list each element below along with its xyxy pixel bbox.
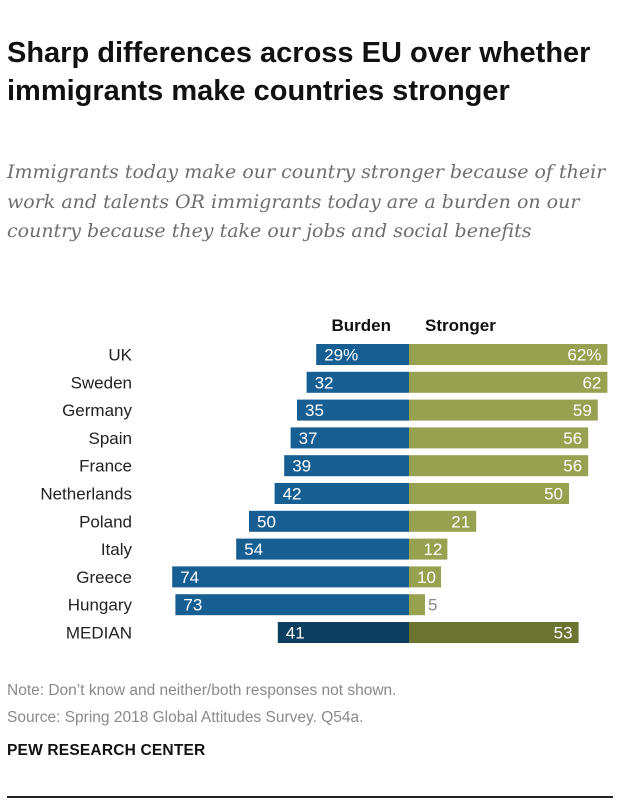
burden-value-label: 29% (324, 346, 358, 365)
stronger-value-label: 10 (417, 568, 436, 587)
stronger-value-label: 59 (573, 401, 592, 420)
burden-bar (175, 594, 409, 616)
category-label: Netherlands (40, 485, 132, 504)
stronger-value-label: 21 (451, 512, 470, 531)
stronger-bar (409, 510, 477, 532)
stronger-bar (409, 371, 608, 393)
burden-bar (249, 510, 409, 532)
burden-bar (297, 399, 409, 421)
category-label: Poland (79, 512, 132, 531)
category-label: Sweden (71, 373, 132, 392)
stronger-value-label: 56 (563, 457, 582, 476)
legend-stronger: Stronger (425, 316, 496, 335)
burden-bar (306, 371, 409, 393)
note-text: Note: Don’t know and neither/both respon… (7, 682, 397, 699)
burden-value-label: 74 (180, 568, 199, 587)
stronger-bar (409, 594, 425, 616)
category-label: Hungary (68, 596, 133, 615)
burden-bar (284, 455, 409, 477)
burden-value-label: 50 (257, 512, 276, 531)
burden-value-label: 37 (299, 429, 318, 448)
stronger-value-label: 62% (567, 346, 601, 365)
stronger-value-label: 50 (544, 485, 563, 504)
category-label: Germany (62, 401, 132, 420)
category-label: Greece (76, 568, 132, 587)
burden-bar (277, 622, 409, 643)
stronger-value-label: 62 (582, 373, 601, 392)
category-label: France (79, 457, 132, 476)
burden-value-label: 32 (315, 373, 334, 392)
stronger-value-label: 56 (563, 429, 582, 448)
burden-value-label: 42 (283, 485, 302, 504)
category-label: UK (108, 346, 132, 365)
bottom-divider (7, 796, 613, 798)
stronger-value-label: 12 (423, 540, 442, 559)
stronger-bar (409, 483, 569, 504)
stronger-value-label: 53 (554, 624, 573, 643)
legend-burden: Burden (332, 316, 392, 335)
burden-value-label: 54 (244, 540, 263, 559)
stronger-bar (409, 538, 448, 560)
category-label: Italy (101, 540, 133, 559)
category-label: MEDIAN (66, 624, 132, 643)
stronger-value-label: 5 (428, 596, 437, 615)
stronger-bar (409, 399, 598, 421)
stronger-bar (409, 344, 608, 365)
stronger-bar (409, 455, 589, 477)
stronger-bar (409, 427, 589, 449)
burden-bar (274, 483, 409, 504)
burden-value-label: 41 (286, 624, 305, 643)
chart-title: Sharp differences across EU over whether… (7, 37, 591, 107)
source-text: Source: Spring 2018 Global Attitudes Sur… (7, 709, 364, 726)
burden-value-label: 73 (183, 596, 202, 615)
brand-name: PEW RESEARCH CENTER (7, 742, 206, 759)
category-label: Spain (89, 429, 132, 448)
diverging-bar-chart: Burden Stronger UK 29% 62% Sweden 32 62 Germany 3… (40, 316, 608, 643)
burden-bar (316, 344, 409, 365)
burden-value-label: 35 (305, 401, 324, 420)
chart-subtitle: Immigrants today make our country strong… (7, 161, 606, 242)
stronger-bar (409, 566, 441, 588)
burden-value-label: 39 (292, 457, 311, 476)
stronger-bar (409, 622, 579, 643)
burden-bar (290, 427, 409, 449)
burden-bar (172, 566, 409, 588)
burden-bar (236, 538, 409, 560)
